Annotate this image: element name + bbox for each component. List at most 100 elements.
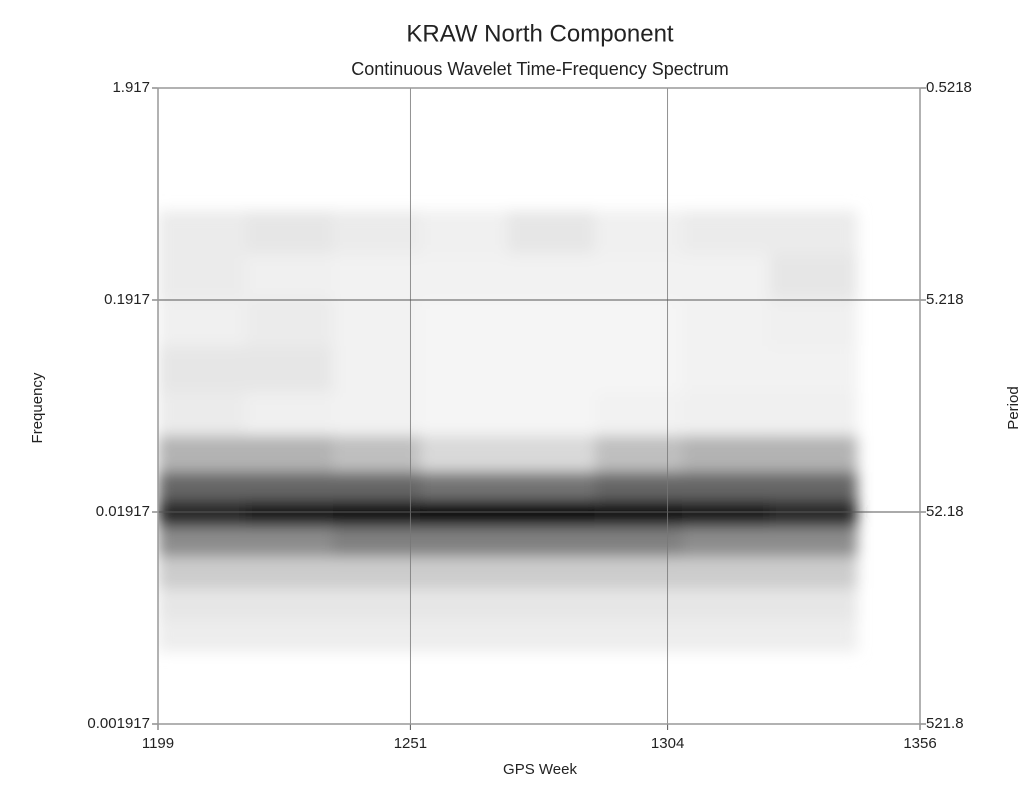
heat-cell [507, 588, 596, 621]
heat-cell [420, 556, 508, 589]
heat-cell [245, 435, 334, 473]
heat-cell [594, 620, 683, 652]
heat-cell [158, 392, 246, 437]
heat-cell [594, 392, 683, 437]
y-tick-label: 1.917 [112, 79, 150, 96]
heat-cell [682, 472, 771, 501]
heat-cell [332, 526, 421, 557]
heat-cell [682, 253, 771, 300]
heat-cell [245, 392, 334, 437]
heatmap [158, 210, 858, 652]
heat-cell [507, 526, 596, 557]
heat-cell [332, 346, 421, 393]
heat-cell [158, 472, 246, 501]
y2-axis-label: Period [1005, 386, 1022, 429]
x-axis-label: GPS Week [503, 761, 577, 778]
heat-cell [245, 346, 334, 393]
y-tick-label: 0.001917 [87, 715, 150, 732]
heatmap-cells [158, 210, 858, 652]
y-axis-label: Frequency [29, 372, 46, 443]
heat-cell [594, 526, 683, 557]
heat-cell [769, 299, 858, 347]
heat-cell [594, 435, 683, 473]
heat-cell [332, 253, 421, 300]
heat-cell [332, 500, 421, 528]
heat-cell [507, 500, 596, 528]
x-tick-label: 1356 [903, 735, 936, 752]
heat-cell [158, 526, 246, 557]
heat-cell [332, 210, 421, 255]
heat-cell [420, 500, 508, 528]
heat-cell [594, 299, 683, 347]
heat-cell [158, 556, 246, 589]
heat-cell [332, 620, 421, 652]
heat-cell [158, 210, 246, 255]
y2-tick-label: 521.8 [926, 715, 964, 732]
heat-cell [682, 392, 771, 437]
heat-cell [769, 435, 858, 473]
x-tick-label: 1251 [394, 735, 427, 752]
heat-cell [594, 500, 683, 528]
heat-cell [420, 435, 508, 473]
heat-cell [682, 299, 771, 347]
y-tick-label: 0.01917 [96, 503, 150, 520]
heat-cell [507, 392, 596, 437]
axes: 1199 1251 1304 1356 0.001917 0.01917 0.1917 1.9… [87, 79, 971, 752]
heat-cell [682, 526, 771, 557]
heat-cell [245, 620, 334, 652]
heat-cell [245, 500, 334, 528]
heat-cell [245, 299, 334, 347]
heat-cell [332, 435, 421, 473]
x-tick-label: 1199 [142, 735, 174, 752]
heat-cell [682, 346, 771, 393]
heat-cell [158, 500, 246, 528]
heat-cell [420, 526, 508, 557]
heat-cell [158, 253, 246, 300]
heat-cell [245, 588, 334, 621]
heat-cell [420, 253, 508, 300]
heat-cell [507, 620, 596, 652]
heat-cell [332, 392, 421, 437]
heat-cell [332, 588, 421, 621]
heat-cell [769, 620, 858, 652]
heat-cell [682, 435, 771, 473]
heat-cell [769, 556, 858, 589]
y2-tick-label: 5.218 [926, 291, 964, 308]
heat-cell [682, 556, 771, 589]
heat-cell [420, 346, 508, 393]
heat-cell [682, 620, 771, 652]
heat-cell [245, 472, 334, 501]
heat-cell [769, 500, 858, 528]
heat-cell [420, 299, 508, 347]
heat-cell [332, 556, 421, 589]
heat-cell [769, 472, 858, 501]
heat-cell [332, 472, 421, 501]
heat-cell [420, 210, 508, 255]
heat-cell [769, 392, 858, 437]
heat-cell [594, 472, 683, 501]
heat-cell [769, 526, 858, 557]
heat-cell [682, 500, 771, 528]
heat-cell [158, 346, 246, 393]
heat-cell [245, 253, 334, 300]
heat-cell [507, 472, 596, 501]
chart-subtitle: Continuous Wavelet Time-Frequency Spectr… [351, 59, 729, 79]
heat-cell [158, 588, 246, 621]
heat-cell [507, 346, 596, 393]
heat-cell [507, 253, 596, 300]
heat-cell [420, 620, 508, 652]
heat-cell [594, 253, 683, 300]
heat-cell [507, 556, 596, 589]
plot-frame [157, 87, 921, 725]
heat-cell [594, 346, 683, 393]
heat-cell [594, 588, 683, 621]
heat-cell [507, 299, 596, 347]
heat-cell [594, 210, 683, 255]
heat-cell [420, 472, 508, 501]
heat-cell [245, 526, 334, 557]
heat-cell [682, 210, 771, 255]
heat-cell [245, 210, 334, 255]
heat-cell [332, 299, 421, 347]
chart-title: KRAW North Component [406, 20, 674, 47]
